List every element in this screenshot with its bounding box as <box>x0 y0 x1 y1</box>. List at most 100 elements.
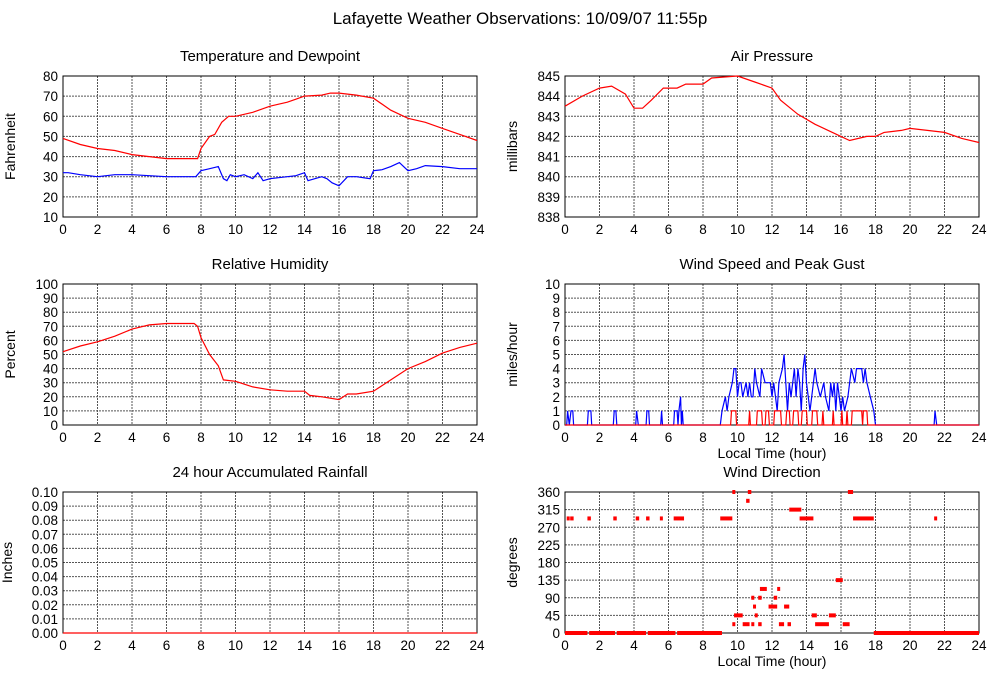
wind-direction-point <box>589 631 616 635</box>
y-tick-label: 0.10 <box>32 485 58 500</box>
x-tick-label: 14 <box>297 222 313 237</box>
y-tick-label: 50 <box>43 348 58 363</box>
wind-direction-point <box>570 516 574 521</box>
wind-direction-point <box>659 516 663 521</box>
y-tick-label: 9 <box>552 291 560 306</box>
y-tick-label: 1 <box>552 404 560 419</box>
x-tick-label: 6 <box>163 222 171 237</box>
x-tick-label: 10 <box>228 638 243 653</box>
wind-direction-point <box>747 490 752 494</box>
x-tick-label: 18 <box>366 638 381 653</box>
x-tick-label: 4 <box>128 430 136 445</box>
x-tick-label: 2 <box>94 222 102 237</box>
wind-direction-point <box>754 613 758 618</box>
chart-title: Wind Direction <box>723 464 821 481</box>
wind-speed-line <box>565 410 979 426</box>
y-tick-label: 0 <box>50 418 58 433</box>
y-tick-label: 843 <box>537 109 560 124</box>
x-tick-label: 16 <box>331 222 346 237</box>
wind-direction-point <box>784 604 790 609</box>
x-tick-label: 24 <box>469 222 485 237</box>
wind-direction-point <box>732 622 736 627</box>
y-tick-label: 20 <box>43 390 58 405</box>
y-tick-label: 70 <box>43 319 58 334</box>
x-tick-label: 0 <box>59 430 67 445</box>
x-tick-label: 2 <box>596 430 604 445</box>
x-tick-label: 6 <box>163 638 171 653</box>
wind-direction-point <box>842 622 850 627</box>
x-tick-label: 6 <box>163 430 171 445</box>
x-tick-label: 18 <box>366 222 381 237</box>
wind-direction-point <box>777 586 781 591</box>
y-tick-label: 90 <box>545 591 560 606</box>
x-tick-label: 0 <box>561 638 569 653</box>
x-tick-label: 18 <box>868 638 883 653</box>
x-tick-label: 24 <box>469 430 485 445</box>
wind-direction-point <box>720 516 733 521</box>
wind-direction-point <box>742 622 750 627</box>
x-tick-label: 4 <box>630 430 638 445</box>
y-tick-label: 10 <box>43 404 58 419</box>
y-tick-label: 0.07 <box>32 527 58 542</box>
x-tick-label: 2 <box>94 638 102 653</box>
wind-direction-point <box>613 516 617 521</box>
plot-frame <box>564 491 980 634</box>
x-tick-label: 2 <box>596 222 604 237</box>
y-tick-label: 0.02 <box>32 598 58 613</box>
x-tick-label: 20 <box>400 222 415 237</box>
x-tick-label: 10 <box>228 430 243 445</box>
x-tick-label: 16 <box>331 430 346 445</box>
y-tick-label: 7 <box>552 319 560 334</box>
y-tick-label: 30 <box>43 376 58 391</box>
y-tick-label: 839 <box>537 190 560 205</box>
x-tick-label: 22 <box>435 638 450 653</box>
x-tick-label: 16 <box>331 638 346 653</box>
y-tick-label: 844 <box>537 89 560 104</box>
x-tick-label: 18 <box>868 430 883 445</box>
x-tick-label: 20 <box>902 222 917 237</box>
x-tick-label: 6 <box>665 638 673 653</box>
x-tick-label: 10 <box>228 222 243 237</box>
y-tick-label: 225 <box>537 538 560 553</box>
y-axis-label: miles/hour <box>504 322 520 387</box>
y-tick-label: 0.09 <box>32 499 58 514</box>
x-tick-label: 4 <box>630 638 638 653</box>
wind-direction-point <box>751 595 755 600</box>
x-tick-label: 22 <box>937 430 952 445</box>
x-tick-label: 2 <box>596 638 604 653</box>
y-tick-label: 840 <box>537 170 560 185</box>
x-tick-label: 10 <box>730 638 745 653</box>
wind-direction-point <box>828 613 836 618</box>
wind-direction-point <box>647 631 676 635</box>
y-tick-label: 60 <box>43 333 58 348</box>
wind-direction-point <box>759 586 767 591</box>
wind-direction-point <box>934 516 938 521</box>
wind-direction-point <box>753 604 757 609</box>
wind-direction-point <box>732 490 736 494</box>
x-tick-label: 16 <box>833 638 848 653</box>
x-tick-label: 20 <box>400 638 415 653</box>
x-tick-label: 8 <box>197 222 205 237</box>
y-tick-label: 845 <box>537 69 560 84</box>
x-tick-label: 22 <box>435 222 450 237</box>
temperature-line <box>62 92 478 160</box>
wind-direction-point <box>789 507 802 512</box>
y-tick-label: 80 <box>43 69 58 84</box>
wind-direction-point <box>787 622 791 627</box>
x-tick-label: 24 <box>971 430 987 445</box>
x-tick-label: 8 <box>197 638 205 653</box>
x-tick-label: 2 <box>94 430 102 445</box>
wind-direction-point <box>768 604 778 609</box>
wind-direction-point <box>773 595 778 600</box>
x-tick-label: 18 <box>868 222 883 237</box>
y-tick-label: 2 <box>552 390 560 405</box>
air-pressure-line <box>564 75 980 144</box>
x-tick-label: 14 <box>799 430 815 445</box>
chart-title: Air Pressure <box>731 48 814 65</box>
wind-direction-point <box>677 631 722 635</box>
x-tick-label: 16 <box>833 222 848 237</box>
x-tick-label: 0 <box>59 222 67 237</box>
